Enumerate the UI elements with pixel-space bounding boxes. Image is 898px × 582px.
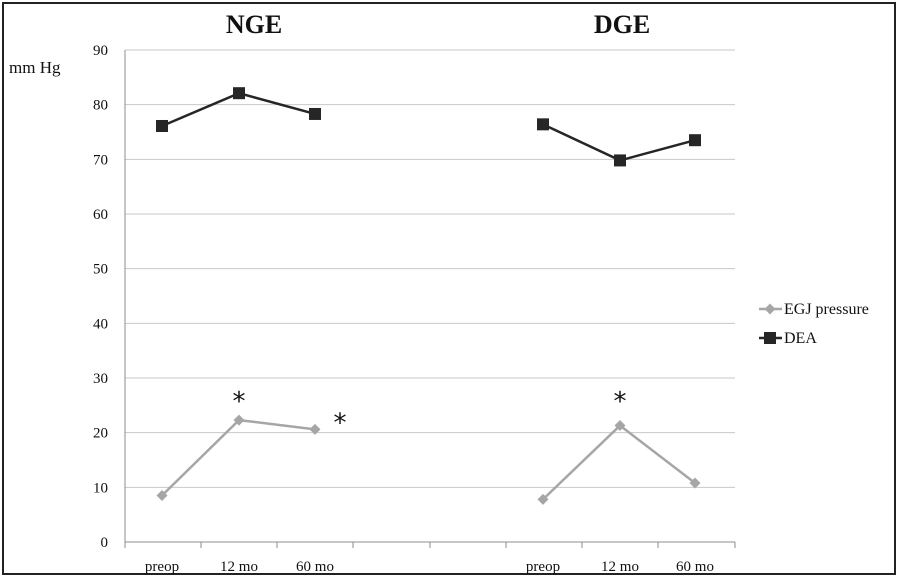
data-point	[156, 490, 168, 502]
data-point	[233, 414, 245, 426]
data-point	[156, 119, 168, 132]
y-tick-label: 20	[93, 426, 108, 442]
x-tick-label: preop	[145, 559, 179, 575]
x-tick-label: 12 mo	[601, 559, 639, 575]
legend-label: DEA	[784, 330, 817, 347]
data-point	[689, 477, 701, 489]
y-tick-labels: 0 10 20 30 40 50 60 70 80 90	[93, 43, 108, 551]
y-tick-label: 30	[93, 371, 108, 387]
y-tick-label: 60	[93, 207, 108, 223]
y-tick-label: 80	[93, 98, 108, 114]
data-point	[233, 87, 245, 100]
data-point	[614, 420, 626, 432]
x-tick-label: 12 mo	[220, 559, 258, 575]
data-point	[614, 154, 626, 167]
data-point	[309, 423, 321, 435]
annotations: * * *	[233, 387, 627, 439]
group-titles: NGE DGE	[226, 10, 650, 39]
x-tick-label: 60 mo	[676, 559, 714, 575]
legend-marker	[764, 303, 776, 315]
data-point	[537, 118, 549, 131]
y-axis-label: mm Hg	[9, 58, 61, 77]
group-title: NGE	[226, 10, 282, 39]
legend-marker	[764, 332, 776, 344]
y-tick-label: 0	[101, 535, 109, 551]
x-tick-label: 60 mo	[296, 559, 334, 575]
axes	[124, 50, 736, 548]
legend-label: EGJ pressure	[784, 301, 869, 318]
y-tick-label: 70	[93, 152, 108, 168]
legend-item: EGJ pressure	[759, 301, 869, 318]
data-point	[309, 107, 321, 120]
y-tick-label: 90	[93, 43, 108, 59]
x-tick-labels: preop 12 mo 60 mo preop 12 mo 60 mo	[145, 559, 714, 575]
significance-marker: *	[233, 387, 246, 417]
legend-item: DEA	[759, 330, 817, 347]
significance-marker: *	[614, 387, 627, 417]
x-tick-label: preop	[526, 559, 560, 575]
group-title: DGE	[594, 10, 650, 39]
y-tick-label: 40	[93, 316, 108, 332]
significance-marker: *	[334, 409, 347, 439]
data-point	[537, 493, 549, 505]
series	[156, 87, 701, 505]
y-tick-label: 50	[93, 262, 108, 278]
legend: EGJ pressure DEA	[759, 301, 869, 347]
data-point	[689, 134, 701, 147]
y-tick-label: 10	[93, 480, 108, 496]
